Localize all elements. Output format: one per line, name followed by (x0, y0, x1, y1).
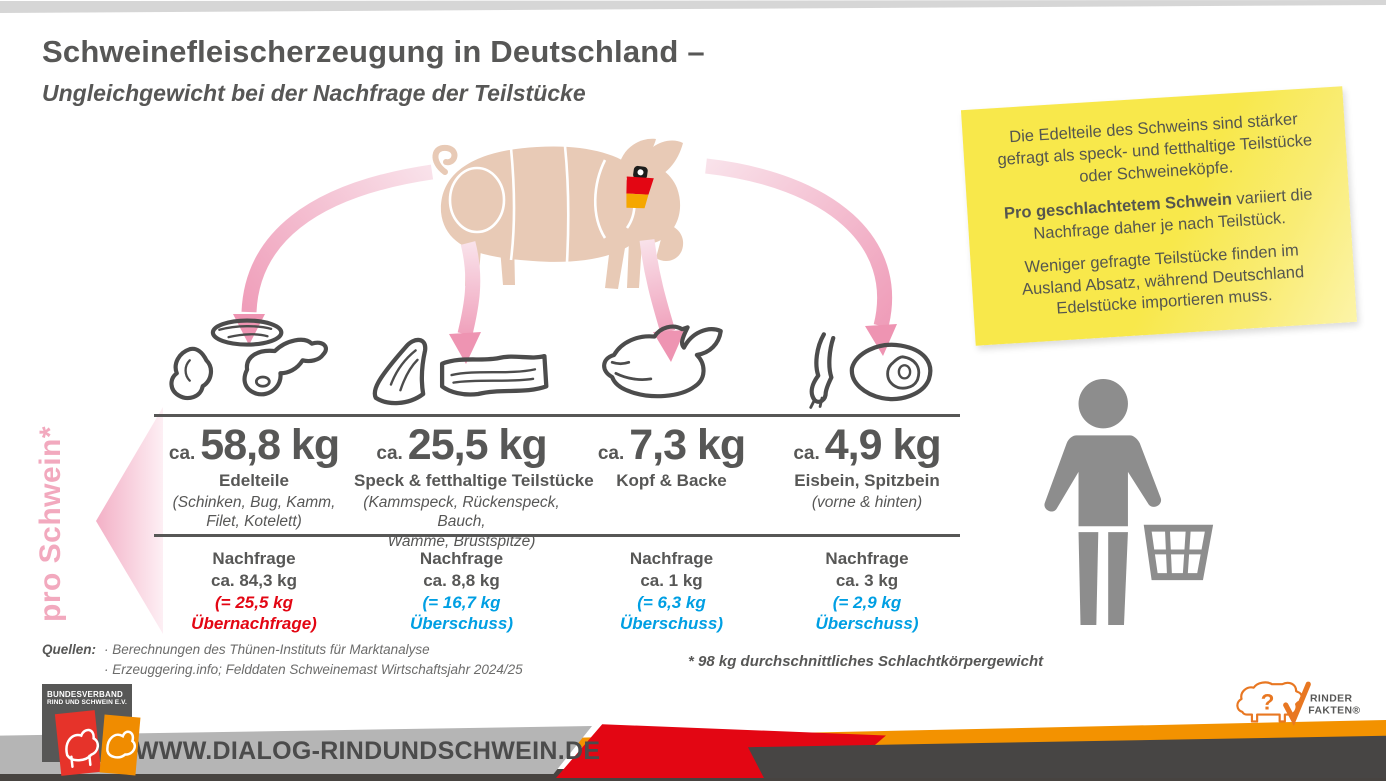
demand-amount: ca. 3 kg (835, 570, 899, 590)
pig-cut-lines (448, 145, 636, 263)
pork-cuts-icon (168, 318, 328, 400)
person-with-basket-icon (1044, 378, 1214, 626)
demand-title: Nachfrage (419, 549, 504, 568)
org-logo: BUNDESVERBAND RIND UND SCHWEIN E.V. (42, 684, 152, 780)
column-edelteile: ca. 58,8 kg Edelteile (Schinken, Bug, Kam… (154, 424, 354, 551)
pig-panel (99, 714, 141, 776)
column-label: Kopf & Backe (616, 471, 727, 490)
value-prefix: ca. (793, 443, 820, 464)
demand-title: Nachfrage (212, 549, 296, 568)
flow-arrow-4 (705, 158, 893, 328)
demand-amount: ca. 8,8 kg (423, 570, 500, 590)
demand-delta: (= 25,5 kg Übernachfrage) (191, 592, 317, 634)
brand-word-2: FAKTEN® (1308, 706, 1360, 717)
sources-list: · Berechnungen des Thünen-Instituts für … (104, 640, 523, 681)
value-prefix: ca. (597, 443, 625, 464)
rule-bottom (154, 534, 960, 537)
note-paragraph-2: Pro geschlachtetem Schwein variiert die … (993, 184, 1325, 248)
demand-edelteile: Nachfrage ca. 84,3 kg (= 25,5 kg Übernac… (154, 548, 354, 635)
icons-row (154, 316, 960, 412)
demand-row: Nachfrage ca. 84,3 kg (= 25,5 kg Übernac… (154, 548, 960, 635)
demand-kopf: Nachfrage ca. 1 kg (= 6,3 kg Überschuss) (569, 548, 774, 635)
rinderfakten-logo: ? RINDER FAKTEN® (1236, 681, 1360, 726)
pig-ear-tag (626, 165, 654, 209)
footnote: * 98 kg durchschnittliches Schlachtkörpe… (688, 653, 1044, 670)
pig-head-icon (601, 324, 723, 399)
column-speck: ca. 25,5 kg Speck & fetthaltige Teilstück… (354, 421, 594, 551)
value-amount: 7,3 kg (629, 421, 746, 469)
column-eisbein: ca. 4,9 kg Eisbein, Spitzbein (vorne & hi… (774, 424, 960, 551)
note-paragraph-3: Weniger gefragte Teilstücke finden im Au… (1021, 241, 1305, 318)
rule-top (154, 414, 960, 417)
checkmark-icon (1283, 681, 1311, 726)
flow-arrows (241, 158, 893, 336)
demand-eisbein: Nachfrage ca. 3 kg (= 2,9 kg Überschuss) (774, 548, 960, 635)
demand-amount: ca. 1 kg (640, 570, 703, 590)
sources-block: Quellen: · Berechnungen des Thünen-Insti… (42, 640, 523, 681)
value-prefix: ca. (376, 443, 403, 464)
weights-row: ca. 58,8 kg Edelteile (Schinken, Bug, Kam… (154, 424, 960, 551)
demand-title: Nachfrage (629, 549, 714, 568)
cattle-panel (54, 710, 102, 776)
column-label: Edelteile (219, 471, 289, 490)
side-label: pro Schwein* (34, 425, 67, 622)
page-subtitle: Ungleichgewicht bei der Nachfrage der Te… (42, 80, 586, 106)
bacon-icon (372, 337, 548, 406)
website-text: WWW.DIALOG-RINDUNDSCHWEIN.DE (135, 737, 601, 765)
brand-word-1: RINDER (1310, 694, 1352, 705)
sources-label: Quellen: (42, 642, 97, 657)
source-item-1: · Berechnungen des Thünen-Instituts für … (104, 642, 430, 657)
org-name-line2: RIND UND SCHWEIN E.V. (47, 699, 127, 706)
demand-delta: (= 16,7 kg Überschuss) (410, 592, 513, 634)
column-sublabel: (Kammspeck, Rückenspeck, Bauch, Wamme, B… (363, 494, 560, 550)
column-kopf: ca. 7,3 kg Kopf & Backe (569, 424, 774, 551)
demand-speck: Nachfrage ca. 8,8 kg (= 16,7 kg Überschu… (354, 548, 569, 635)
demand-delta: (= 2,9 kg Überschuss) (815, 592, 919, 634)
value-amount: 4,9 kg (824, 421, 942, 469)
source-item-2: · Erzeuggering.info; Felddaten Schweinem… (104, 662, 523, 678)
value-prefix: ca. (168, 443, 196, 464)
page-title: Schweinefleischerzeugung in Deutschland … (42, 34, 705, 69)
column-label: Eisbein, Spitzbein (794, 471, 940, 490)
column-label: Speck & fetthaltige Teilstücke (354, 471, 594, 490)
pig-tail (432, 144, 458, 175)
demand-delta: (= 6,3 kg Überschuss) (620, 592, 723, 634)
cow-outline-icon (1236, 681, 1303, 723)
flow-arrow-1 (241, 164, 434, 313)
sticky-note: Die Edelteile des Schweins sind stärker … (960, 86, 1358, 346)
demand-amount: ca. 84,3 kg (210, 570, 297, 590)
demand-title: Nachfrage (825, 549, 909, 568)
question-mark-icon: ? (1261, 689, 1275, 714)
org-name-line1: BUNDESVERBAND (47, 690, 123, 699)
value-amount: 58,8 kg (200, 421, 340, 469)
column-sublabel: (Schinken, Bug, Kamm, Filet, Kotelett) (172, 494, 336, 531)
knuckle-icon (809, 332, 933, 409)
value-amount: 25,5 kg (407, 421, 548, 469)
pig-cuts-illustration (432, 138, 684, 289)
org-logo-panels (54, 710, 141, 776)
column-sublabel: (vorne & hinten) (811, 494, 923, 511)
basket-icon (1143, 524, 1214, 581)
pig-body (440, 138, 684, 289)
side-arrow (96, 407, 163, 634)
note-paragraph-1: Die Edelteile des Schweins sind stärker … (996, 110, 1313, 186)
top-decor-strip (0, 0, 1386, 13)
